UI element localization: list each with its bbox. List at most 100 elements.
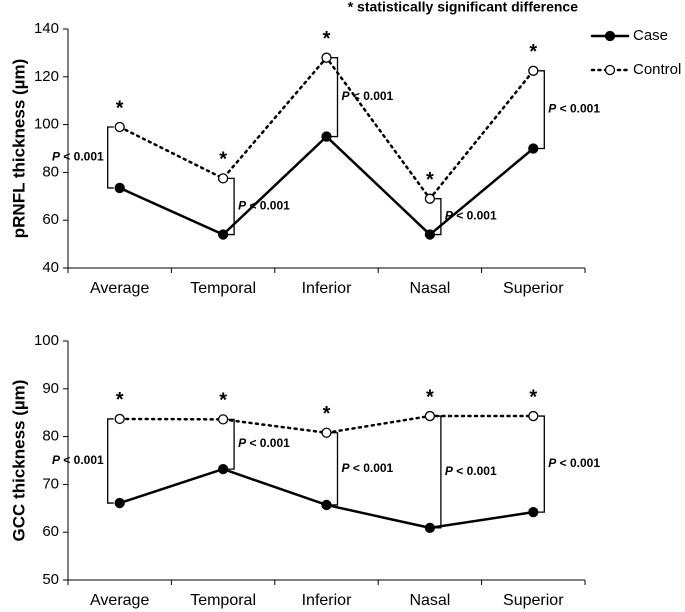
significance-marker: * [323, 403, 331, 425]
bracket [107, 126, 114, 189]
p-italic: P [238, 199, 247, 213]
p-rest: < 0.001 [453, 209, 497, 223]
p-italic: P [342, 89, 351, 103]
point [321, 499, 332, 511]
point [321, 52, 332, 63]
x-tick-label: Nasal [409, 592, 450, 609]
p-label: P < 0.001 [238, 199, 290, 213]
p-italic: P [548, 102, 557, 116]
p-rest: < 0.001 [556, 456, 600, 470]
p-label: P < 0.001 [342, 89, 394, 103]
x-tick-label: Inferior [302, 592, 352, 609]
bracket [434, 198, 442, 236]
p-label: P < 0.001 [238, 436, 290, 450]
x-tick-label: Superior [503, 592, 564, 609]
bracket [331, 57, 339, 138]
y-tick-label: 60 [42, 523, 59, 540]
note: * statistically significant difference [348, 0, 579, 15]
point [321, 131, 332, 142]
y-tick-label: 90 [42, 380, 59, 397]
significance-marker: * [529, 386, 537, 408]
point [114, 121, 125, 133]
y-tick-label: 40 [42, 259, 59, 276]
x-tick-label: Average [90, 592, 149, 609]
point [424, 193, 436, 204]
y-tick-label: 80 [42, 163, 59, 180]
y-axis-label: GCC thickness (µm) [9, 380, 28, 542]
p-italic: P [52, 150, 61, 164]
significance-marker: * [219, 149, 227, 171]
p-rest: < 0.001 [60, 453, 104, 467]
point [528, 143, 539, 154]
y-tick-label: 140 [34, 20, 59, 37]
bracket [228, 177, 235, 236]
series-line [118, 55, 535, 201]
point [114, 413, 125, 425]
significance-marker: * [116, 389, 124, 411]
point [217, 463, 229, 475]
point [528, 410, 539, 422]
significance-marker: * [323, 28, 331, 50]
bracket [107, 418, 114, 504]
significance-marker: * [426, 386, 434, 408]
significance-marker: * [116, 97, 124, 119]
bracket [538, 70, 545, 150]
point [114, 182, 125, 194]
legend-label: Case [633, 27, 668, 44]
point [424, 410, 436, 422]
point [424, 522, 436, 534]
p-italic: P [548, 456, 557, 470]
legend-marker [604, 30, 616, 42]
y-tick-label: 80 [42, 428, 59, 445]
p-label: P < 0.001 [445, 209, 497, 223]
p-rest: < 0.001 [350, 461, 394, 475]
significance-marker: * [426, 169, 434, 191]
legend-marker [604, 64, 616, 76]
bracket [434, 415, 442, 529]
p-label: P < 0.001 [445, 464, 497, 478]
point [321, 427, 332, 438]
x-tick-label: Inferior [302, 280, 352, 297]
p-italic: P [238, 436, 247, 450]
p-label: P < 0.001 [342, 461, 394, 475]
p-italic: P [342, 461, 351, 475]
p-rest: < 0.001 [453, 464, 497, 478]
point [528, 65, 539, 76]
significance-marker: * [529, 41, 537, 63]
y-tick-label: 50 [42, 571, 59, 588]
p-italic: P [52, 453, 61, 467]
point [114, 497, 125, 509]
y-tick-label: 120 [34, 68, 59, 85]
legend-label: Control [633, 61, 681, 78]
x-tick-label: Temporal [190, 280, 256, 297]
point [217, 173, 229, 184]
p-rest: < 0.001 [556, 102, 600, 116]
y-axis-label: pRNFL thickness (µm) [9, 59, 28, 239]
y-tick-label: 70 [42, 475, 59, 492]
p-rest: < 0.001 [350, 89, 394, 103]
x-tick-label: Nasal [409, 280, 450, 297]
y-tick-label: 100 [34, 116, 59, 133]
p-rest: < 0.001 [246, 436, 290, 450]
x-tick-label: Superior [503, 280, 564, 297]
p-label: P < 0.001 [548, 456, 600, 470]
p-rest: < 0.001 [60, 150, 104, 164]
y-tick-label: 60 [42, 211, 59, 228]
bracket [228, 418, 235, 470]
p-label: P < 0.001 [52, 150, 104, 164]
bracket [331, 432, 339, 506]
point [217, 229, 229, 240]
point [424, 229, 436, 240]
p-italic: P [445, 209, 454, 223]
p-italic: P [445, 464, 454, 478]
p-label: P < 0.001 [52, 453, 104, 467]
x-tick-label: Temporal [190, 592, 256, 609]
p-label: P < 0.001 [548, 102, 600, 116]
significance-marker: * [219, 390, 227, 412]
y-tick-label: 100 [34, 332, 59, 349]
x-tick-label: Average [90, 280, 149, 297]
point [217, 414, 229, 425]
bracket [538, 415, 545, 513]
point [528, 506, 539, 518]
